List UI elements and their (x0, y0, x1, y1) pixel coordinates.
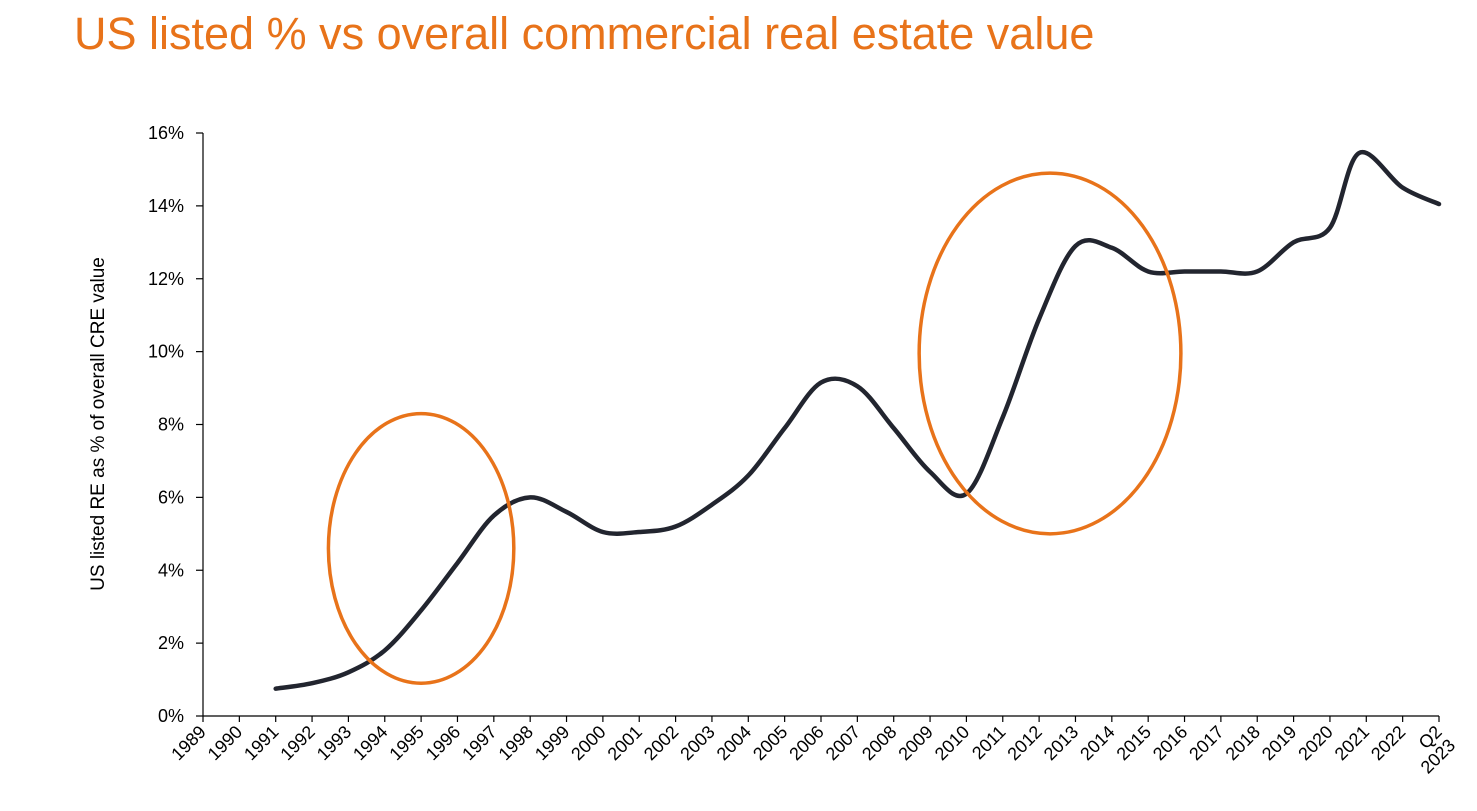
x-tick-label: 1997 (458, 722, 500, 764)
x-tick-label: 1990 (204, 722, 246, 764)
x-tick-label: 2001 (604, 722, 646, 764)
highlight-ellipse-1 (326, 411, 516, 685)
x-tick-label: 1989 (167, 722, 209, 764)
x-tick-label: 2021 (1331, 722, 1373, 764)
x-tick-label: 1999 (531, 722, 573, 764)
x-tick-label: 2012 (1003, 722, 1045, 764)
x-tick-label: 2019 (1258, 722, 1300, 764)
series-line (273, 149, 1442, 691)
x-tick-label: 2002 (640, 722, 682, 764)
y-tick-label: 0% (158, 706, 184, 726)
x-tick-label: 1991 (240, 722, 282, 764)
x-tick-label: 2008 (858, 722, 900, 764)
x-tick-label: 2010 (931, 722, 973, 764)
x-tick-label: 1992 (276, 722, 318, 764)
annotation-group (326, 171, 1183, 685)
x-axis: 1989199019911992199319941995199619971998… (167, 715, 1459, 778)
highlight-ellipse-2 (917, 171, 1183, 536)
y-tick-label: 12% (148, 269, 184, 289)
y-tick-label: 10% (148, 342, 184, 362)
x-tick-label: Q22023 (1403, 722, 1459, 778)
x-tick-label: 2016 (1149, 722, 1191, 764)
y-tick-label: 4% (158, 560, 184, 580)
x-tick-label: 2005 (749, 722, 791, 764)
x-tick-label: 2015 (1113, 722, 1155, 764)
y-tick-label: 2% (158, 633, 184, 653)
x-tick-label: 1994 (349, 722, 391, 764)
x-tick-label: 2014 (1076, 722, 1118, 764)
y-tick-label: 14% (148, 196, 184, 216)
x-tick-label: 2022 (1367, 722, 1409, 764)
x-tick-label: 2006 (785, 722, 827, 764)
x-tick-label: 2000 (567, 722, 609, 764)
x-tick-label: 2020 (1294, 722, 1336, 764)
chart-title: US listed % vs overall commercial real e… (74, 8, 1095, 59)
x-tick-label: 2007 (822, 722, 864, 764)
y-tick-label: 8% (158, 415, 184, 435)
x-tick-label: 1998 (495, 722, 537, 764)
x-tick-label: 2013 (1040, 722, 1082, 764)
x-tick-label: 2017 (1185, 722, 1227, 764)
y-tick-label: 16% (148, 123, 184, 143)
x-tick-label: 1995 (385, 722, 427, 764)
x-tick-label: 2003 (676, 722, 718, 764)
y-axis: 0% 2% 4% 6% 8% 10% 12% 14% 16% (148, 123, 204, 726)
x-tick-label: 1993 (313, 722, 355, 764)
series-group (273, 149, 1442, 691)
y-axis-title: US listed RE as % of overall CRE value (88, 257, 109, 591)
x-tick-label: 2004 (713, 722, 755, 764)
x-tick-label: 2009 (894, 722, 936, 764)
x-tick-label: 1996 (422, 722, 464, 764)
x-tick-label: 2018 (1222, 722, 1264, 764)
x-tick-label: 2011 (968, 722, 1010, 764)
y-tick-label: 6% (158, 487, 184, 507)
